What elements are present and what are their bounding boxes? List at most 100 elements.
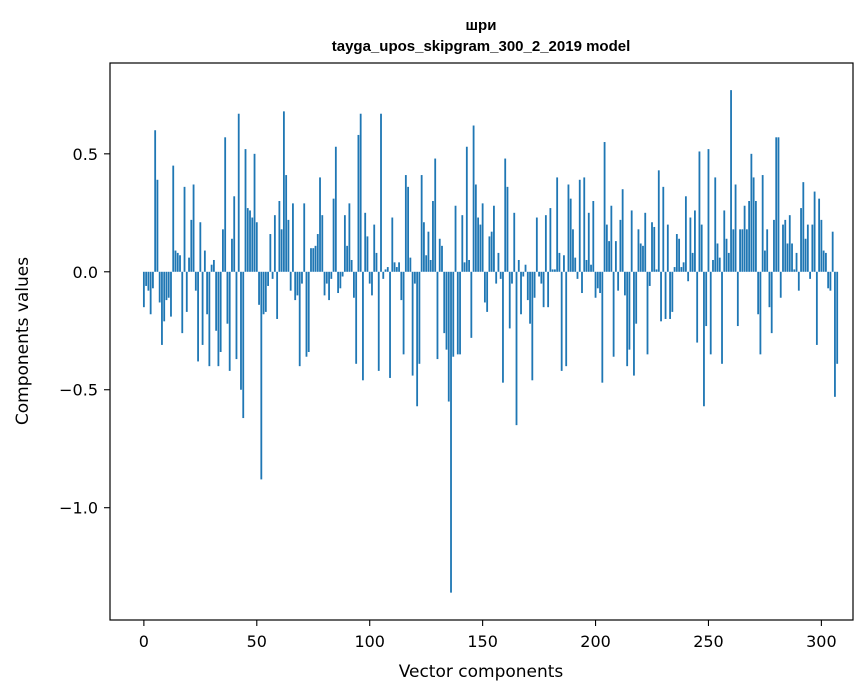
bar-component-257 bbox=[723, 210, 726, 272]
bar-component-189 bbox=[569, 198, 572, 272]
bar-component-265 bbox=[741, 229, 744, 272]
bar-component-93 bbox=[353, 271, 355, 298]
bar-component-194 bbox=[581, 271, 583, 294]
bar-component-264 bbox=[739, 229, 741, 272]
bar-component-211 bbox=[619, 219, 622, 272]
bar-component-90 bbox=[346, 245, 349, 272]
bar-component-44 bbox=[242, 271, 245, 419]
bar-component-98 bbox=[364, 212, 367, 272]
bar-component-226 bbox=[653, 226, 656, 272]
bar-component-231 bbox=[664, 271, 667, 319]
bar-component-174 bbox=[535, 217, 538, 272]
bar-component-282 bbox=[779, 271, 782, 298]
bar-component-122 bbox=[418, 271, 421, 364]
bar-component-78 bbox=[319, 177, 321, 272]
bar-component-191 bbox=[574, 257, 577, 272]
bar-component-84 bbox=[332, 198, 335, 272]
bar-component-135 bbox=[447, 271, 450, 402]
bar-component-77 bbox=[316, 234, 319, 272]
bar-component-196 bbox=[585, 259, 588, 272]
bar-component-205 bbox=[605, 224, 608, 272]
bar-component-15 bbox=[176, 252, 179, 272]
bar-component-83 bbox=[330, 271, 333, 279]
bar-component-255 bbox=[718, 257, 721, 272]
bar-component-181 bbox=[551, 269, 554, 272]
bar-component-76 bbox=[314, 245, 317, 272]
bar-component-63 bbox=[285, 175, 288, 272]
bar-component-144 bbox=[468, 259, 470, 272]
bar-component-225 bbox=[651, 222, 653, 272]
bar-component-178 bbox=[544, 215, 547, 272]
bar-component-68 bbox=[296, 271, 299, 296]
bar-component-240 bbox=[684, 196, 687, 272]
bar-component-200 bbox=[594, 271, 597, 298]
bar-component-301 bbox=[822, 250, 825, 272]
bar-component-8 bbox=[161, 271, 163, 345]
bar-component-134 bbox=[445, 271, 448, 350]
x-axis: 0 50 100 150 200 250 300 bbox=[139, 620, 837, 651]
y-tick-label: −1.0 bbox=[59, 499, 98, 518]
bar-component-104 bbox=[377, 271, 380, 371]
bar-component-286 bbox=[788, 215, 791, 272]
bar-component-45 bbox=[244, 149, 247, 272]
bar-component-217 bbox=[633, 271, 635, 376]
bar-component-203 bbox=[601, 271, 604, 383]
bar-component-31 bbox=[212, 259, 215, 272]
bar-component-160 bbox=[504, 158, 507, 272]
bar-component-233 bbox=[669, 271, 671, 319]
bar-component-239 bbox=[682, 262, 685, 272]
bar-component-285 bbox=[786, 243, 789, 272]
bar-component-208 bbox=[612, 271, 615, 357]
bar-component-129 bbox=[434, 158, 437, 272]
bar-component-17 bbox=[181, 271, 184, 334]
bar-component-224 bbox=[648, 271, 651, 286]
bar-component-297 bbox=[813, 191, 816, 272]
bar-component-110 bbox=[391, 217, 394, 272]
bar-component-92 bbox=[350, 259, 353, 272]
bar-component-198 bbox=[590, 264, 592, 272]
bar-component-50 bbox=[255, 222, 258, 272]
bar-component-152 bbox=[486, 271, 489, 312]
bar-component-126 bbox=[427, 231, 430, 272]
bar-component-52 bbox=[260, 271, 263, 480]
bar-component-204 bbox=[603, 142, 606, 272]
x-tick-label: 200 bbox=[580, 632, 611, 651]
bar-component-262 bbox=[734, 184, 737, 272]
bar-component-244 bbox=[694, 210, 696, 272]
bar-component-94 bbox=[355, 271, 358, 364]
bar-component-103 bbox=[375, 252, 378, 272]
bar-component-185 bbox=[560, 271, 563, 371]
bar-component-88 bbox=[341, 271, 344, 277]
bar-component-229 bbox=[660, 271, 662, 322]
bar-component-21 bbox=[190, 219, 193, 272]
bar-component-124 bbox=[423, 222, 425, 272]
bar-component-154 bbox=[490, 231, 493, 272]
bar-component-82 bbox=[328, 271, 330, 301]
bar-component-214 bbox=[626, 271, 629, 367]
bar-component-100 bbox=[368, 271, 371, 284]
bar-component-260 bbox=[730, 90, 732, 272]
bar-component-34 bbox=[219, 271, 222, 352]
bar-component-145 bbox=[470, 271, 473, 338]
bar-component-89 bbox=[343, 215, 346, 272]
bar-component-221 bbox=[642, 245, 644, 272]
bar-component-169 bbox=[524, 264, 527, 272]
bar-component-140 bbox=[459, 271, 461, 355]
bar-component-209 bbox=[614, 241, 617, 272]
bar-component-113 bbox=[398, 262, 400, 272]
bar-component-33 bbox=[217, 271, 220, 367]
y-axis-label: Components values bbox=[13, 257, 33, 425]
x-tick-label: 100 bbox=[354, 632, 385, 651]
bar-component-269 bbox=[750, 153, 753, 272]
bar-component-128 bbox=[432, 201, 434, 272]
bar-component-10 bbox=[165, 271, 168, 301]
bar-component-171 bbox=[529, 271, 531, 324]
bar-component-49 bbox=[253, 153, 256, 272]
bar-component-72 bbox=[305, 271, 308, 357]
bar-component-161 bbox=[506, 186, 509, 272]
bar-component-26 bbox=[201, 271, 204, 345]
bar-component-57 bbox=[271, 271, 274, 279]
bar-component-296 bbox=[811, 224, 814, 272]
bar-component-215 bbox=[628, 271, 631, 350]
